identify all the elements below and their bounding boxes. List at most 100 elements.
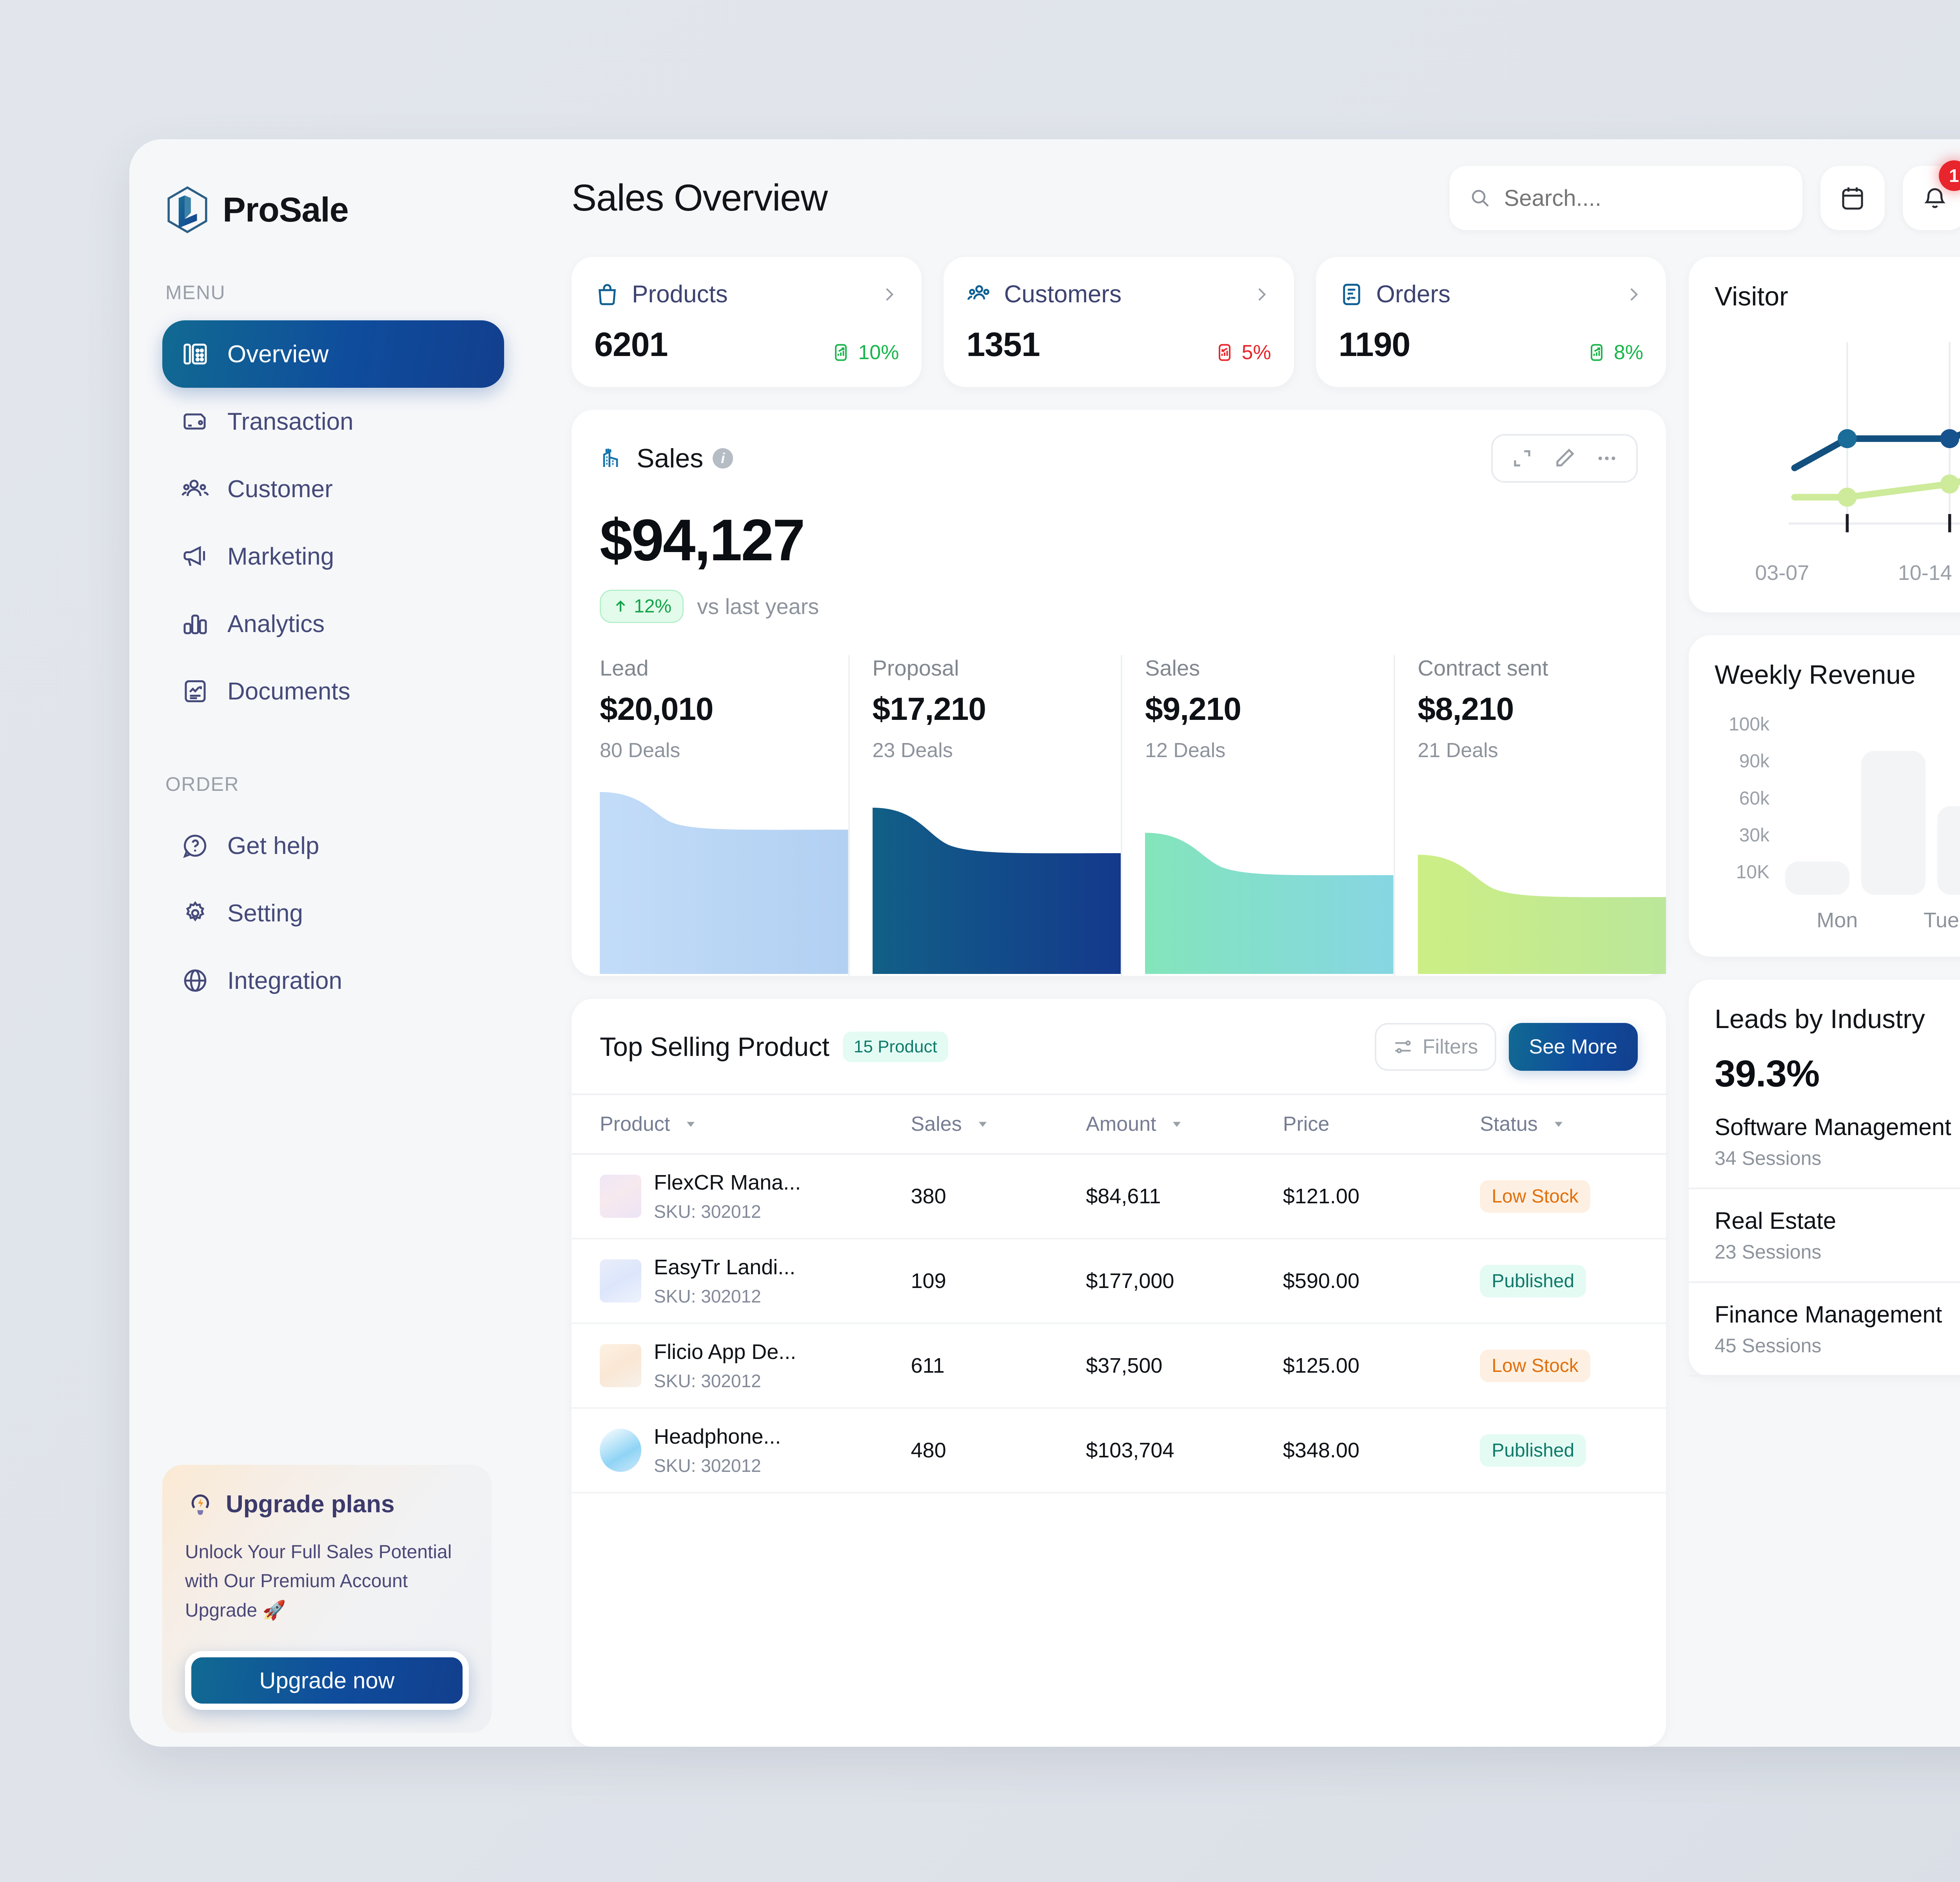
prosale-logo-icon bbox=[167, 186, 207, 233]
sales-card-actions bbox=[1491, 434, 1638, 483]
edit-pencil-icon[interactable] bbox=[1552, 446, 1577, 470]
bar-tue[interactable] bbox=[1861, 751, 1926, 895]
sales-delta-value: 12% bbox=[634, 596, 672, 617]
y-tick: 10K bbox=[1736, 862, 1769, 883]
status-badge: Low Stock bbox=[1480, 1349, 1590, 1382]
x-label: Tue bbox=[1923, 908, 1959, 932]
list-item[interactable]: Real Estate 23 Sessions 45.08% bbox=[1689, 1189, 1960, 1283]
table-row[interactable]: Headphone... SKU: 302012 480 $103,704 $3… bbox=[572, 1408, 1666, 1493]
lead-name: Real Estate bbox=[1715, 1208, 1837, 1234]
gear-icon bbox=[186, 901, 205, 922]
notifications-button[interactable]: 1 bbox=[1902, 160, 1960, 230]
sidebar-item-documents[interactable]: Documents bbox=[162, 658, 504, 725]
product-thumbnail bbox=[600, 1175, 641, 1218]
column-header-price[interactable]: Price bbox=[1283, 1094, 1480, 1155]
search-icon bbox=[1472, 190, 1489, 207]
upgrade-now-button[interactable]: Upgrade now bbox=[185, 1651, 469, 1710]
orders-icon bbox=[1343, 283, 1360, 305]
search-box[interactable] bbox=[1449, 166, 1802, 230]
overview-icon bbox=[183, 343, 207, 365]
funnel-shape bbox=[600, 792, 848, 974]
funnel-label: Lead bbox=[600, 656, 649, 680]
sidebar-item-analytics[interactable]: Analytics bbox=[162, 590, 504, 658]
sidebar-item-integration[interactable]: Integration bbox=[162, 947, 504, 1014]
more-horizontal-icon[interactable] bbox=[1595, 446, 1619, 470]
leads-by-industry-card: Leads by Industry 39.3% +12.9% bbox=[1689, 979, 1960, 1377]
lead-name: Finance Management bbox=[1715, 1301, 1942, 1328]
table-row[interactable]: EasyTr Landi... SKU: 302012 109 $177,000… bbox=[572, 1239, 1666, 1324]
sidebar-item-label: Integration bbox=[227, 967, 342, 994]
product-thumbnail bbox=[600, 1344, 641, 1387]
stat-value: 1190 bbox=[1338, 326, 1411, 363]
y-tick: 60k bbox=[1739, 788, 1769, 809]
sales-amount: $94,127 bbox=[600, 507, 805, 573]
stat-trend: 10% bbox=[831, 341, 899, 364]
sidebar-item-get-help[interactable]: Get help bbox=[162, 812, 504, 879]
funnel-value: $9,210 bbox=[1145, 691, 1241, 727]
top-bar: Sales Overview bbox=[537, 139, 1960, 257]
sidebar-item-label: Setting bbox=[227, 899, 303, 927]
y-tick: 90k bbox=[1739, 751, 1769, 772]
brand-name: ProSale bbox=[223, 190, 349, 229]
bar-tue-b[interactable] bbox=[1937, 806, 1960, 895]
sales-delta-note: vs last years bbox=[697, 594, 819, 619]
sidebar-item-transaction[interactable]: Transaction bbox=[162, 388, 504, 455]
sidebar-item-customer[interactable]: Customer bbox=[162, 455, 504, 523]
calendar-button[interactable] bbox=[1820, 166, 1885, 230]
funnel-shape bbox=[1145, 833, 1394, 974]
list-item[interactable]: Finance Management 45 Sessions 12.08% bbox=[1689, 1283, 1960, 1377]
stat-label: Products bbox=[632, 281, 728, 308]
table-row[interactable]: Flicio App De... SKU: 302012 611 $37,500… bbox=[572, 1323, 1666, 1409]
sidebar: ProSale MENU Overview Transaction bbox=[129, 139, 537, 1747]
y-tick: 100k bbox=[1728, 714, 1769, 735]
stat-card-products[interactable]: Products 6201 10% bbox=[572, 257, 922, 387]
expand-icon[interactable] bbox=[1510, 446, 1534, 470]
bar-mon[interactable] bbox=[1785, 861, 1849, 895]
lead-sessions: 23 Sessions bbox=[1715, 1241, 1822, 1263]
caret-down-icon bbox=[1173, 1122, 1181, 1127]
visitor-card: Visitor bbox=[1689, 257, 1960, 612]
table-row[interactable]: FlexCR Mana... SKU: 302012 380 $84,611 $… bbox=[572, 1154, 1666, 1239]
trend-up-icon bbox=[835, 344, 847, 361]
cell-sales: 611 bbox=[911, 1323, 1086, 1409]
top-selling-table: Product Sales Amount bbox=[572, 1094, 1666, 1493]
page-title: Sales Overview bbox=[572, 177, 828, 219]
visitor-x-label[interactable]: 03-07 bbox=[1755, 561, 1809, 585]
sidebar-item-marketing[interactable]: Marketing bbox=[162, 523, 504, 590]
funnel-deals: 80 Deals bbox=[600, 739, 681, 762]
caret-down-icon bbox=[978, 1122, 987, 1127]
chevron-right-icon bbox=[886, 288, 894, 301]
see-more-button[interactable]: See More bbox=[1508, 1023, 1638, 1071]
funnel-deals: 12 Deals bbox=[1145, 739, 1226, 762]
left-column: Products 6201 10% bbox=[572, 257, 1666, 1747]
visitor-line-chart bbox=[1689, 312, 1960, 549]
cell-price: $590.00 bbox=[1283, 1239, 1480, 1324]
bell-icon bbox=[1924, 188, 1945, 208]
product-thumbnail bbox=[600, 1429, 641, 1472]
visitor-x-label[interactable]: 10-14 bbox=[1898, 561, 1952, 585]
list-item[interactable]: Software Management 34 Sessions 13.08% bbox=[1689, 1095, 1960, 1189]
column-header-product[interactable]: Product bbox=[572, 1094, 911, 1155]
brand[interactable]: ProSale bbox=[129, 186, 537, 233]
notification-badge: 1 bbox=[1938, 160, 1960, 191]
filters-button[interactable]: Filters bbox=[1374, 1023, 1496, 1071]
users-icon bbox=[181, 480, 209, 496]
sidebar-item-label: Analytics bbox=[227, 610, 325, 638]
info-icon[interactable]: i bbox=[713, 448, 733, 469]
column-header-amount[interactable]: Amount bbox=[1086, 1094, 1283, 1155]
order-section-label: ORDER bbox=[165, 773, 240, 795]
sidebar-item-label: Documents bbox=[227, 678, 350, 705]
content: Products 6201 10% bbox=[537, 257, 1960, 1747]
column-header-sales[interactable]: Sales bbox=[911, 1094, 1086, 1155]
status-badge: Published bbox=[1480, 1264, 1586, 1297]
sidebar-item-setting[interactable]: Setting bbox=[162, 879, 504, 947]
search-input[interactable] bbox=[1504, 185, 1783, 211]
cell-amount: $177,000 bbox=[1086, 1239, 1283, 1324]
upgrade-title: Upgrade plans bbox=[226, 1491, 395, 1518]
column-header-status[interactable]: Status bbox=[1480, 1094, 1666, 1155]
sidebar-item-overview[interactable]: Overview bbox=[162, 320, 504, 388]
stat-card-customers[interactable]: Customers 1351 5% bbox=[944, 257, 1294, 387]
stat-card-orders[interactable]: Orders 1190 8% bbox=[1316, 257, 1666, 387]
cell-price: $121.00 bbox=[1283, 1154, 1480, 1239]
tsp-title: Top Selling Product bbox=[600, 1032, 829, 1062]
